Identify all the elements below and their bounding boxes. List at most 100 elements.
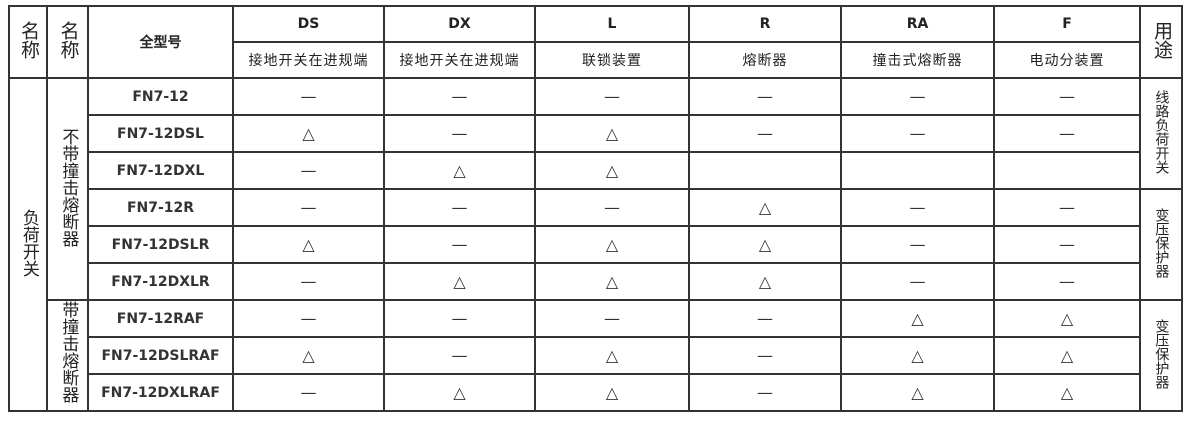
triangle-mark: △ (534, 114, 690, 153)
table-row: FN7-12DSLR △ — △ △ — — (9, 225, 1182, 264)
dash-mark: — (534, 77, 690, 116)
dash-mark: — (383, 336, 536, 375)
model-cell: FN7-12DXL (87, 151, 234, 190)
model-cell: FN7-12DXLRAF (87, 373, 234, 412)
dash-mark: — (993, 77, 1141, 116)
triangle-mark: △ (534, 336, 690, 375)
header-code-ra: RA (840, 5, 995, 43)
table-row: FN7-12DSL △ — △ — — — (9, 114, 1182, 153)
dash-mark: — (232, 188, 385, 227)
triangle-mark: △ (232, 336, 385, 375)
model-cell: FN7-12DSLRAF (87, 336, 234, 375)
model-cell: FN7-12R (87, 188, 234, 227)
table-row: 负荷开关 不带撞击熔断器 FN7-12— — — — — — 线路负荷开关 (8, 77, 1183, 412)
dash-mark: — (688, 114, 842, 153)
dash-mark: — (232, 299, 385, 338)
usage-label: 变压保护器 (1153, 318, 1170, 389)
dash-mark: — (993, 114, 1141, 153)
model-cell: FN7-12DSL (87, 114, 234, 153)
dash-mark: — (688, 299, 842, 338)
empty-cell (688, 151, 842, 190)
dash-mark: — (840, 262, 995, 301)
dash-mark: — (232, 77, 385, 116)
triangle-mark: △ (534, 225, 690, 264)
model-cell: FN7-12DSLR (87, 225, 234, 264)
dash-mark: — (688, 336, 842, 375)
dash-mark: — (840, 77, 995, 116)
dash-mark: — (993, 262, 1141, 301)
usage-cell: 变压保护器 (1139, 188, 1183, 301)
group-cell: 带撞击熔断器 (46, 299, 89, 412)
table-row: FN7-12R — — — △ — — 变压保护器 (9, 188, 1183, 301)
header-row-codes: 名称 名称 全型号 DS DX L R RA F 用途 (8, 5, 1183, 79)
dash-mark: — (840, 188, 995, 227)
triangle-mark: △ (534, 262, 690, 301)
triangle-mark: △ (232, 225, 385, 264)
header-usage: 用途 (1139, 5, 1183, 79)
header-usage-text: 用途 (1150, 21, 1173, 59)
usage-label: 线路负荷开关 (1153, 89, 1170, 174)
table-row: FN7-12DSLRAF △ — △ — △ △ (9, 336, 1182, 375)
triangle-mark: △ (383, 151, 536, 190)
table-row: 带撞击熔断器 FN7-12RAF — — — — △ △ 变压保护器 (9, 299, 1183, 412)
triangle-mark: △ (534, 373, 690, 412)
header-name-1-text: 名称 (17, 21, 40, 59)
usage-label: 变压保护器 (1153, 207, 1170, 278)
header-desc-ds: 接地开关在进规端 (232, 41, 385, 79)
usage-cell: 变压保护器 (1139, 299, 1183, 412)
triangle-mark: △ (840, 373, 995, 412)
dash-mark: — (383, 225, 536, 264)
group-label: 带撞击熔断器 (58, 301, 79, 403)
dash-mark: — (232, 262, 385, 301)
dash-mark: — (688, 77, 842, 116)
model-cell: FN7-12 (87, 77, 234, 116)
model-cell: FN7-12RAF (87, 299, 234, 338)
header-code-r: R (688, 5, 842, 43)
header-code-ds: DS (232, 5, 385, 43)
triangle-mark: △ (688, 188, 842, 227)
triangle-mark: △ (840, 336, 995, 375)
dash-mark: — (840, 225, 995, 264)
header-name-2: 名称 (46, 5, 89, 79)
dash-mark: — (383, 114, 536, 153)
triangle-mark: △ (383, 262, 536, 301)
category-cell: 负荷开关 (8, 77, 48, 412)
triangle-mark: △ (688, 225, 842, 264)
category-label: 负荷开关 (18, 208, 39, 277)
dash-mark: — (688, 373, 842, 412)
empty-cell (840, 151, 995, 190)
table-row: FN7-12DXLRAF — △ △ — △ △ (9, 373, 1182, 412)
header-name-1: 名称 (8, 5, 48, 79)
triangle-mark: △ (534, 151, 690, 190)
dash-mark: — (383, 77, 536, 116)
header-desc-l: 联锁装置 (534, 41, 690, 79)
header-name-2-text: 名称 (57, 21, 80, 59)
triangle-mark: △ (993, 299, 1141, 338)
dash-mark: — (383, 299, 536, 338)
dash-mark: — (840, 114, 995, 153)
triangle-mark: △ (383, 373, 536, 412)
header-code-f: F (993, 5, 1141, 43)
triangle-mark: △ (232, 114, 385, 153)
header-code-dx: DX (383, 5, 536, 43)
dash-mark: — (383, 188, 536, 227)
usage-cell: 线路负荷开关 (1139, 77, 1183, 190)
header-desc-r: 熔断器 (688, 41, 842, 79)
triangle-mark: △ (840, 299, 995, 338)
triangle-mark: △ (993, 373, 1141, 412)
header-row-descriptions: 接地开关在进规端 接地开关在进规端 联锁装置 熔断器 撞击式熔断器 电动分装置 (9, 41, 1182, 79)
header-desc-f: 电动分装置 (993, 41, 1141, 79)
dash-mark: — (993, 225, 1141, 264)
dash-mark: — (534, 188, 690, 227)
dash-mark: — (534, 299, 690, 338)
model-spec-table: 名称 名称 全型号 DS DX L R RA F 用途 接地开关在进规端 接地开… (8, 5, 1183, 412)
header-desc-dx: 接地开关在进规端 (383, 41, 536, 79)
header-code-l: L (534, 5, 690, 43)
empty-cell (993, 151, 1141, 190)
triangle-mark: △ (688, 262, 842, 301)
table-row: FN7-12DXLR — △ △ △ — — (9, 262, 1182, 301)
group-label: 不带撞击熔断器 (58, 127, 79, 247)
table-row: FN7-12DXL — △ △ (9, 151, 1182, 190)
triangle-mark: △ (993, 336, 1141, 375)
dash-mark: — (232, 151, 385, 190)
